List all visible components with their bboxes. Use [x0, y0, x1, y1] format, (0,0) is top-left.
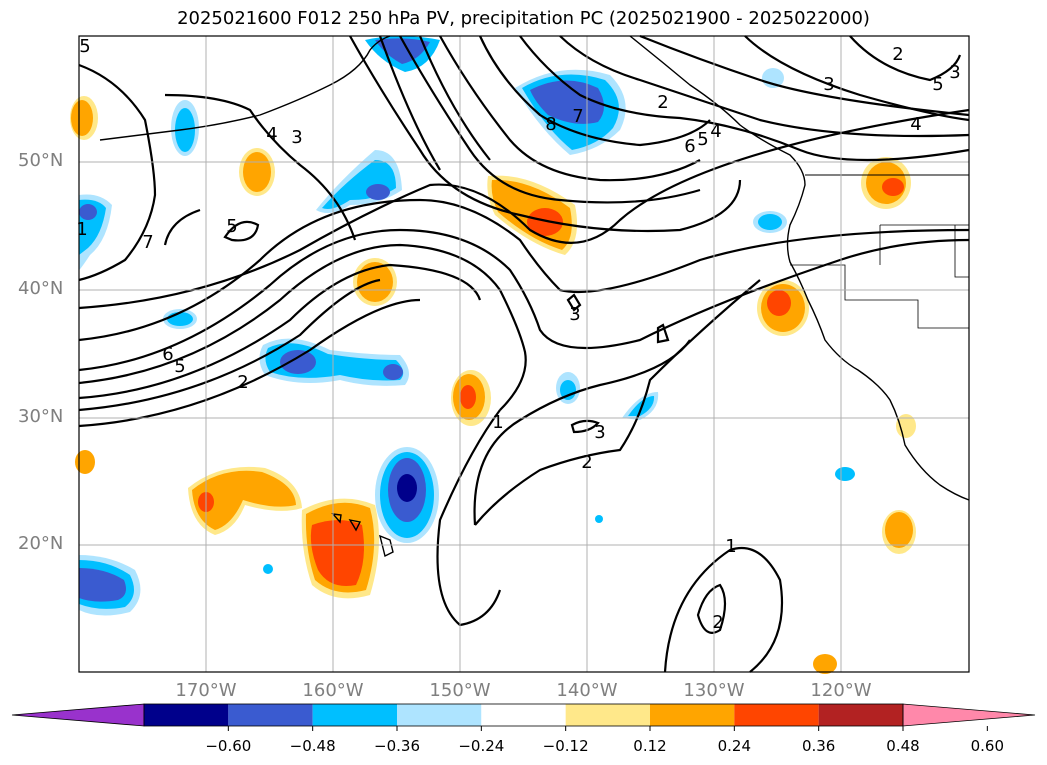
contour-label: 5: [932, 74, 943, 95]
contour-label: 8: [545, 114, 556, 135]
contour-label: 3: [949, 62, 960, 83]
contour-label: 3: [569, 304, 580, 325]
contour-label: 6: [162, 344, 173, 365]
colorbar: [11, 703, 1036, 731]
contour-label: 5: [226, 216, 237, 237]
colorbar-tick-label: 0.24: [717, 737, 752, 755]
colorbar-tick-label: −0.36: [374, 737, 420, 755]
contour-label: 4: [710, 121, 721, 142]
colorbar-tick-label: −0.48: [289, 737, 336, 755]
colorbar-segment: [397, 704, 482, 726]
lon-tick-label: 160°W: [302, 680, 364, 701]
lat-tick-label: 40°N: [18, 278, 64, 299]
contour-label: 2: [237, 372, 248, 393]
gridlines: [79, 36, 969, 672]
colorbar-segment: [481, 704, 566, 726]
map-title: 2025021600 F012 250 hPa PV, precipitatio…: [177, 8, 870, 29]
colorbar-segment: [734, 704, 819, 726]
contour-label: 7: [572, 106, 583, 127]
state-borders: [790, 224, 969, 329]
contour-label: 5: [79, 36, 90, 57]
contour-label: 1: [725, 536, 736, 557]
colorbar-tick-label: −0.24: [458, 737, 505, 755]
lat-tick-label: 50°N: [18, 150, 64, 171]
colorbar-outline: [143, 703, 904, 727]
colorbar-tick-label: −0.12: [542, 737, 589, 755]
colorbar-tick-label: 0.36: [801, 737, 836, 755]
lon-tick-label: 150°W: [429, 680, 491, 701]
contour-label: 3: [291, 127, 302, 148]
contour-label: 4: [266, 124, 277, 145]
contour-label: 5: [697, 129, 708, 150]
contour-label: 3: [594, 422, 605, 443]
contour-label: 6: [684, 136, 695, 157]
contour-label: 2: [892, 44, 903, 65]
contour-label: 1: [492, 412, 503, 433]
map-background: [79, 36, 969, 672]
colorbar-segment: [228, 704, 313, 726]
lat-tick-label: 20°N: [18, 533, 64, 554]
pv-contours: [78, 34, 970, 673]
contour-label: 7: [142, 232, 153, 253]
colorbar-segment: [650, 704, 735, 726]
contour-label: 2: [657, 92, 668, 113]
colorbar-tick-label: −0.60: [205, 737, 252, 755]
colorbar-min-arrow: [11, 703, 145, 727]
contour-label: 3: [823, 74, 834, 95]
colorbar-segment: [312, 704, 397, 726]
contour-label: 5: [174, 356, 185, 377]
colorbar-tick-label: 0.12: [633, 737, 667, 755]
colorbar-max-arrow: [902, 703, 1036, 727]
contour-label: 2: [581, 452, 592, 473]
coastlines: [99, 35, 970, 558]
contour-label: 4: [910, 114, 921, 135]
lon-tick-label: 130°W: [683, 680, 745, 701]
contour-label: 1: [76, 219, 87, 240]
colorbar-tick-label: 0.48: [886, 737, 920, 755]
lon-tick-label: 120°W: [810, 680, 872, 701]
positive-precip-shading: [70, 96, 916, 674]
colorbar-segment: [565, 704, 650, 726]
lat-tick-label: 30°N: [18, 406, 64, 427]
colorbar-tick-label: 0.60: [970, 737, 1005, 755]
lon-tick-label: 170°W: [175, 680, 237, 701]
colorbar-segment: [144, 704, 229, 726]
colorbar-segment: [818, 704, 903, 726]
map-frame: [78, 35, 970, 673]
negative-precip-shading: [79, 36, 855, 616]
lon-tick-label: 140°W: [556, 680, 618, 701]
contour-label: 2: [712, 612, 723, 633]
